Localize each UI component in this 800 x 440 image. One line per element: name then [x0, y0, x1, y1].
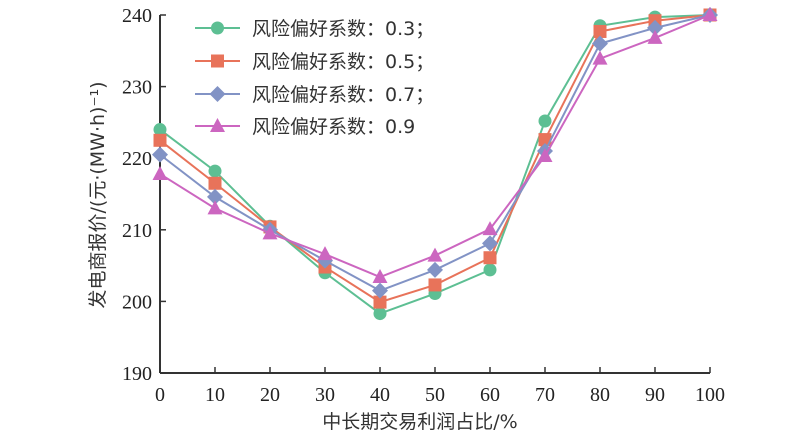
data-point-diamond: [647, 19, 663, 36]
y-tick-label: 210: [122, 220, 152, 242]
legend-item: 风险偏好系数：0.7；: [195, 84, 434, 106]
x-tick-label: 50: [425, 384, 445, 406]
data-point-circle: [483, 263, 497, 277]
series-triangle: [152, 7, 718, 284]
legend-item: 风险偏好系数：0.9: [195, 116, 415, 138]
data-point-triangle: [317, 246, 333, 261]
data-point-diamond: [207, 188, 223, 205]
data-point-square: [153, 133, 167, 147]
legend-label: 风险偏好系数：0.3；: [252, 18, 434, 40]
data-point-triangle: [702, 7, 718, 21]
y-tick-label: 220: [122, 148, 152, 170]
data-point-triangle: [207, 200, 223, 215]
x-axis-title: 中长期交易利润占比/%: [322, 411, 517, 433]
data-point-diamond: [372, 282, 388, 299]
data-point-square: [593, 24, 607, 38]
data-point-square: [208, 176, 222, 190]
x-tick-label: 70: [535, 384, 555, 406]
x-tick-label: 100: [695, 384, 725, 406]
data-point-triangle: [427, 247, 443, 262]
data-point-diamond: [427, 261, 443, 278]
data-point-diamond: [152, 146, 168, 163]
data-point-triangle: [592, 50, 608, 65]
x-tick-label: 20: [260, 384, 280, 406]
data-point-triangle: [537, 148, 553, 163]
x-tick-label: 60: [480, 384, 500, 406]
data-point-circle: [153, 123, 167, 137]
y-tick-label: 230: [122, 77, 152, 99]
data-point-triangle: [372, 269, 388, 284]
data-point-diamond: [482, 235, 498, 252]
data-point-triangle: [482, 221, 498, 236]
x-tick-label: 90: [645, 384, 665, 406]
series-layer: [152, 7, 718, 321]
legend-marker-square: [211, 54, 224, 68]
legend-item: 风险偏好系数：0.3；: [195, 18, 434, 40]
legend-label: 风险偏好系数：0.5；: [252, 51, 434, 73]
legend-marker-circle: [211, 21, 224, 35]
data-point-square: [428, 278, 442, 292]
data-point-diamond: [592, 35, 608, 52]
data-point-triangle: [647, 29, 663, 44]
data-point-triangle: [262, 225, 278, 240]
y-tick-label: 190: [122, 363, 152, 385]
data-point-square: [373, 295, 387, 309]
x-tick-label: 80: [590, 384, 610, 406]
y-axis-title: 发电商报价/(元·(MW·h)⁻¹): [87, 82, 109, 309]
x-tick-label: 0: [155, 384, 165, 406]
data-point-triangle: [152, 165, 168, 180]
legend-label: 风险偏好系数：0.9: [252, 116, 415, 138]
data-point-circle: [538, 114, 552, 128]
axes: 190 200 210 220 230 240 0 10 20 30 40 50 60 70 80 90 100: [122, 5, 725, 406]
legend-marker-diamond: [209, 86, 226, 102]
data-point-circle: [208, 164, 222, 178]
y-tick-label: 240: [122, 5, 152, 27]
x-tick-label: 10: [205, 384, 225, 406]
legend-item: 风险偏好系数：0.5；: [195, 51, 434, 73]
x-tick-label: 40: [370, 384, 390, 406]
data-point-square: [483, 251, 497, 265]
y-tick-label: 200: [122, 291, 152, 313]
x-tick-label: 30: [315, 384, 335, 406]
legend-label: 风险偏好系数：0.7；: [252, 84, 434, 106]
data-point-circle: [373, 307, 387, 321]
legend: 风险偏好系数：0.3； 风险偏好系数：0.5； 风险偏好系数：0.7； 风险偏好系数：…: [195, 18, 434, 138]
series-line: [159, 14, 711, 279]
legend-marker-triangle: [210, 118, 225, 132]
